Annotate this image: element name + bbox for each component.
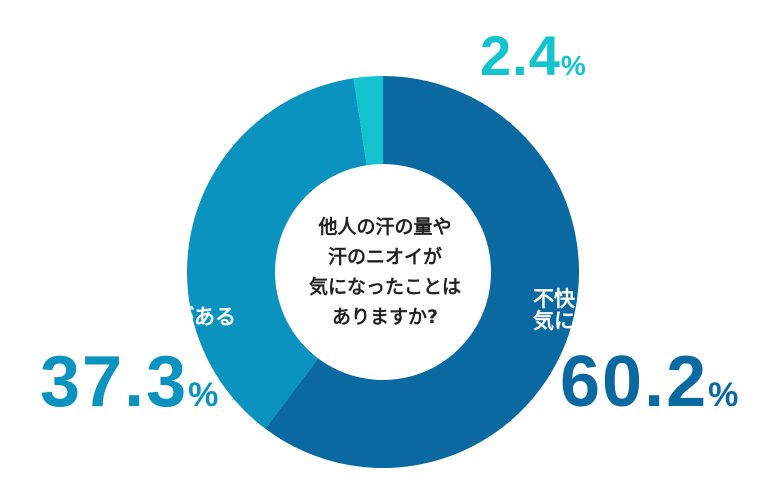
slice-never bbox=[353, 76, 383, 166]
slice-label-noticed: 気になったことがある bbox=[26, 306, 236, 328]
slice-label-line: 気になったことがある bbox=[26, 305, 236, 329]
question-line: ありますか? bbox=[331, 306, 439, 328]
slice-label-line: 気になることがある bbox=[533, 309, 722, 333]
slice-value-never: 2.4% bbox=[480, 28, 586, 94]
question-line: 汗のニオイが bbox=[327, 246, 442, 268]
question-line: 他人の汗の量や bbox=[318, 216, 452, 238]
percent-unit: % bbox=[708, 376, 739, 414]
slice-value-noticed: 37.3% bbox=[40, 346, 218, 431]
question-line: 気になったことは bbox=[308, 276, 461, 298]
slice-value-number: 37.3 bbox=[40, 342, 189, 422]
chart-question: 他人の汗の量や 汗のニオイが 気になったことは ありますか? bbox=[300, 212, 470, 332]
percent-unit: % bbox=[560, 50, 586, 81]
slice-label-line: 不快になるレベルで bbox=[533, 287, 722, 311]
slice-label-never: 一度も 気になったことがない bbox=[244, 26, 470, 70]
slice-value-uncomfortable: 60.2% bbox=[560, 346, 738, 431]
percent-unit: % bbox=[188, 376, 219, 414]
slice-uncomfortable bbox=[265, 76, 579, 468]
slice-noticed bbox=[187, 78, 367, 429]
slice-label-uncomfortable: 不快になるレベルで 気になることがある bbox=[520, 288, 735, 332]
slice-label-line: 一度も bbox=[325, 25, 389, 49]
slice-label-line: 気になったことがない bbox=[252, 47, 462, 71]
slice-value-number: 60.2 bbox=[560, 342, 709, 422]
slice-value-number: 2.4 bbox=[480, 24, 561, 87]
